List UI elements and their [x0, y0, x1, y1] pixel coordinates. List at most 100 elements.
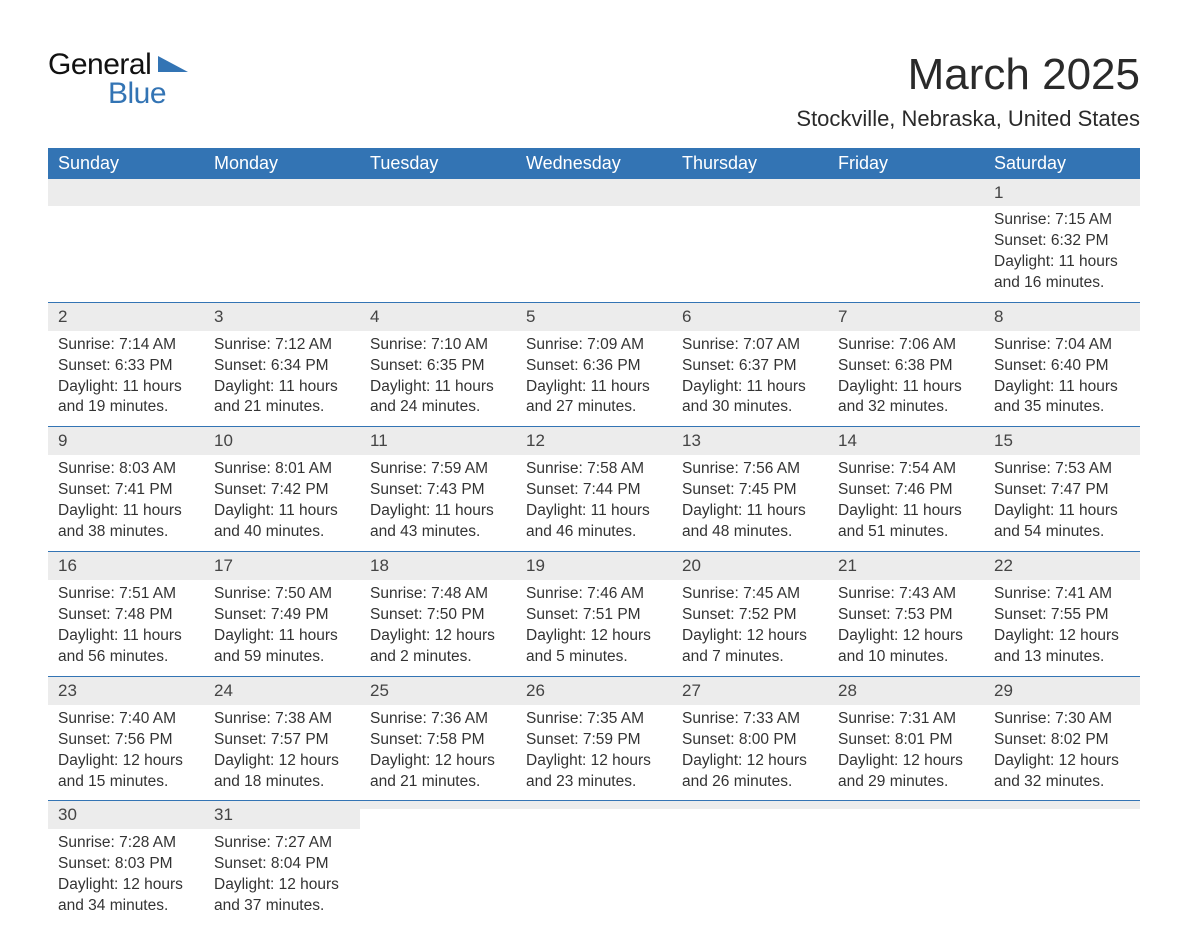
- sunrise-text: Sunrise: 7:51 AM: [58, 584, 194, 605]
- day-cell: 25Sunrise: 7:36 AMSunset: 7:58 PMDayligh…: [360, 676, 516, 801]
- logo-text-bottom: Blue: [108, 80, 166, 107]
- daylight-text: Daylight: 12 hours and 2 minutes.: [370, 626, 506, 668]
- day-cell: 16Sunrise: 7:51 AMSunset: 7:48 PMDayligh…: [48, 551, 204, 676]
- sunrise-text: Sunrise: 7:09 AM: [526, 335, 662, 356]
- calendar-table: Sunday Monday Tuesday Wednesday Thursday…: [48, 148, 1140, 925]
- sunset-text: Sunset: 6:34 PM: [214, 356, 350, 377]
- sunset-text: Sunset: 7:53 PM: [838, 605, 974, 626]
- day-number: 9: [48, 426, 204, 455]
- sunset-text: Sunset: 7:51 PM: [526, 605, 662, 626]
- sunrise-text: Sunrise: 7:27 AM: [214, 833, 350, 854]
- sunrise-text: Sunrise: 7:54 AM: [838, 459, 974, 480]
- day-number: 26: [516, 676, 672, 705]
- logo-triangle-icon: [158, 50, 188, 77]
- day-details: Sunrise: 7:36 AMSunset: 7:58 PMDaylight:…: [360, 705, 516, 801]
- sunset-text: Sunset: 7:50 PM: [370, 605, 506, 626]
- sunrise-text: Sunrise: 7:10 AM: [370, 335, 506, 356]
- day-cell: [48, 179, 204, 302]
- day-details: Sunrise: 8:01 AMSunset: 7:42 PMDaylight:…: [204, 455, 360, 551]
- day-cell: 29Sunrise: 7:30 AMSunset: 8:02 PMDayligh…: [984, 676, 1140, 801]
- day-cell: 13Sunrise: 7:56 AMSunset: 7:45 PMDayligh…: [672, 426, 828, 551]
- sunset-text: Sunset: 7:45 PM: [682, 480, 818, 501]
- day-number: 22: [984, 551, 1140, 580]
- day-details: [672, 206, 828, 239]
- calendar-week-row: 2 Sunrise: 7:14 AMSunset: 6:33 PM Daylight…: [48, 302, 1140, 427]
- day-cell: 3Sunrise: 7:12 AMSunset: 6:34 PMDaylight…: [204, 302, 360, 427]
- daylight-text: Daylight: 12 hours and 13 minutes.: [994, 626, 1130, 668]
- day-header-row: Sunday Monday Tuesday Wednesday Thursday…: [48, 148, 1140, 179]
- location-text: Stockville, Nebraska, United States: [796, 106, 1140, 132]
- sunset-text: Sunset: 7:41 PM: [58, 480, 194, 501]
- sunrise-text: Sunrise: 7:36 AM: [370, 709, 506, 730]
- sunrise-text: Sunrise: 7:40 AM: [58, 709, 194, 730]
- sunset-text: Sunset: 7:43 PM: [370, 480, 506, 501]
- sunrise-text: Sunrise: 7:15 AM: [994, 210, 1130, 231]
- day-number: 2: [48, 302, 204, 331]
- day-number: [48, 179, 204, 206]
- sunrise-text: Sunrise: 7:04 AM: [994, 335, 1130, 356]
- daylight-text: Daylight: 11 hours and 32 minutes.: [838, 377, 974, 419]
- day-cell: 19Sunrise: 7:46 AMSunset: 7:51 PMDayligh…: [516, 551, 672, 676]
- calendar-body: 1Sunrise: 7:15 AMSunset: 6:32 PMDaylight…: [48, 179, 1140, 925]
- day-number: 16: [48, 551, 204, 580]
- day-details: Sunrise: 7:53 AMSunset: 7:47 PMDaylight:…: [984, 455, 1140, 551]
- sunset-text: Sunset: 7:58 PM: [370, 730, 506, 751]
- sunset-text: Sunset: 7:42 PM: [214, 480, 350, 501]
- day-details: Sunrise: 7:27 AMSunset: 8:04 PMDaylight:…: [204, 829, 360, 925]
- day-number: 15: [984, 426, 1140, 455]
- day-cell: 31Sunrise: 7:27 AMSunset: 8:04 PMDayligh…: [204, 800, 360, 925]
- day-details: Sunrise: 7:41 AMSunset: 7:55 PMDaylight:…: [984, 580, 1140, 676]
- day-details: Sunrise: 7:04 AMSunset: 6:40 PMDaylight:…: [984, 331, 1140, 427]
- sunset-text: Sunset: 6:35 PM: [370, 356, 506, 377]
- sunset-text: Sunset: 6:32 PM: [994, 231, 1130, 252]
- day-header: Tuesday: [360, 148, 516, 179]
- day-cell: 14Sunrise: 7:54 AMSunset: 7:46 PMDayligh…: [828, 426, 984, 551]
- daylight-text: Daylight: 11 hours and 46 minutes.: [526, 501, 662, 543]
- day-details: Sunrise: 7:43 AMSunset: 7:53 PMDaylight:…: [828, 580, 984, 676]
- day-cell: 17Sunrise: 7:50 AMSunset: 7:49 PMDayligh…: [204, 551, 360, 676]
- calendar-week-row: 23Sunrise: 7:40 AMSunset: 7:56 PMDayligh…: [48, 676, 1140, 801]
- sunset-text: Sunset: 7:59 PM: [526, 730, 662, 751]
- daylight-text: Daylight: 11 hours and 27 minutes.: [526, 377, 662, 419]
- day-number: 13: [672, 426, 828, 455]
- day-number: 12: [516, 426, 672, 455]
- day-cell: [828, 179, 984, 302]
- day-cell: 18Sunrise: 7:48 AMSunset: 7:50 PMDayligh…: [360, 551, 516, 676]
- day-number: [984, 800, 1140, 809]
- daylight-text: Daylight: 11 hours and 56 minutes.: [58, 626, 194, 668]
- day-details: Sunrise: 7:46 AMSunset: 7:51 PMDaylight:…: [516, 580, 672, 676]
- day-header: Monday: [204, 148, 360, 179]
- sunset-text: Sunset: 7:57 PM: [214, 730, 350, 751]
- calendar-week-row: 16Sunrise: 7:51 AMSunset: 7:48 PMDayligh…: [48, 551, 1140, 676]
- sunrise-text: Sunrise: 7:50 AM: [214, 584, 350, 605]
- day-cell: 28Sunrise: 7:31 AMSunset: 8:01 PMDayligh…: [828, 676, 984, 801]
- day-number: 25: [360, 676, 516, 705]
- day-details: Sunrise: 7:10 AMSunset: 6:35 PMDaylight:…: [360, 331, 516, 427]
- sunrise-text: Sunrise: 7:38 AM: [214, 709, 350, 730]
- day-number: 31: [204, 800, 360, 829]
- day-number: [516, 800, 672, 809]
- sunrise-text: Sunrise: 7:14 AM: [58, 335, 194, 356]
- day-details: Sunrise: 7:15 AMSunset: 6:32 PMDaylight:…: [984, 206, 1140, 302]
- day-cell: 12Sunrise: 7:58 AMSunset: 7:44 PMDayligh…: [516, 426, 672, 551]
- calendar-week-row: 1Sunrise: 7:15 AMSunset: 6:32 PMDaylight…: [48, 179, 1140, 302]
- sunset-text: Sunset: 6:33 PM: [58, 356, 194, 377]
- day-cell: [984, 800, 1140, 925]
- sunset-text: Sunset: 7:52 PM: [682, 605, 818, 626]
- day-details: Sunrise: 7:35 AMSunset: 7:59 PMDaylight:…: [516, 705, 672, 801]
- day-number: 27: [672, 676, 828, 705]
- daylight-text: Daylight: 12 hours and 37 minutes.: [214, 875, 350, 917]
- day-cell: 20Sunrise: 7:45 AMSunset: 7:52 PMDayligh…: [672, 551, 828, 676]
- daylight-text: Daylight: 12 hours and 7 minutes.: [682, 626, 818, 668]
- logo: General Blue: [48, 50, 188, 107]
- day-cell: 24Sunrise: 7:38 AMSunset: 7:57 PMDayligh…: [204, 676, 360, 801]
- day-number: [672, 179, 828, 206]
- day-cell: [516, 179, 672, 302]
- logo-top-row: General: [48, 50, 188, 80]
- daylight-text: Daylight: 11 hours and 38 minutes.: [58, 501, 194, 543]
- day-number: 28: [828, 676, 984, 705]
- day-details: Sunrise: 7:28 AMSunset: 8:03 PMDaylight:…: [48, 829, 204, 925]
- day-details: Sunrise: 7:30 AMSunset: 8:02 PMDaylight:…: [984, 705, 1140, 801]
- day-details: [828, 206, 984, 239]
- day-number: 24: [204, 676, 360, 705]
